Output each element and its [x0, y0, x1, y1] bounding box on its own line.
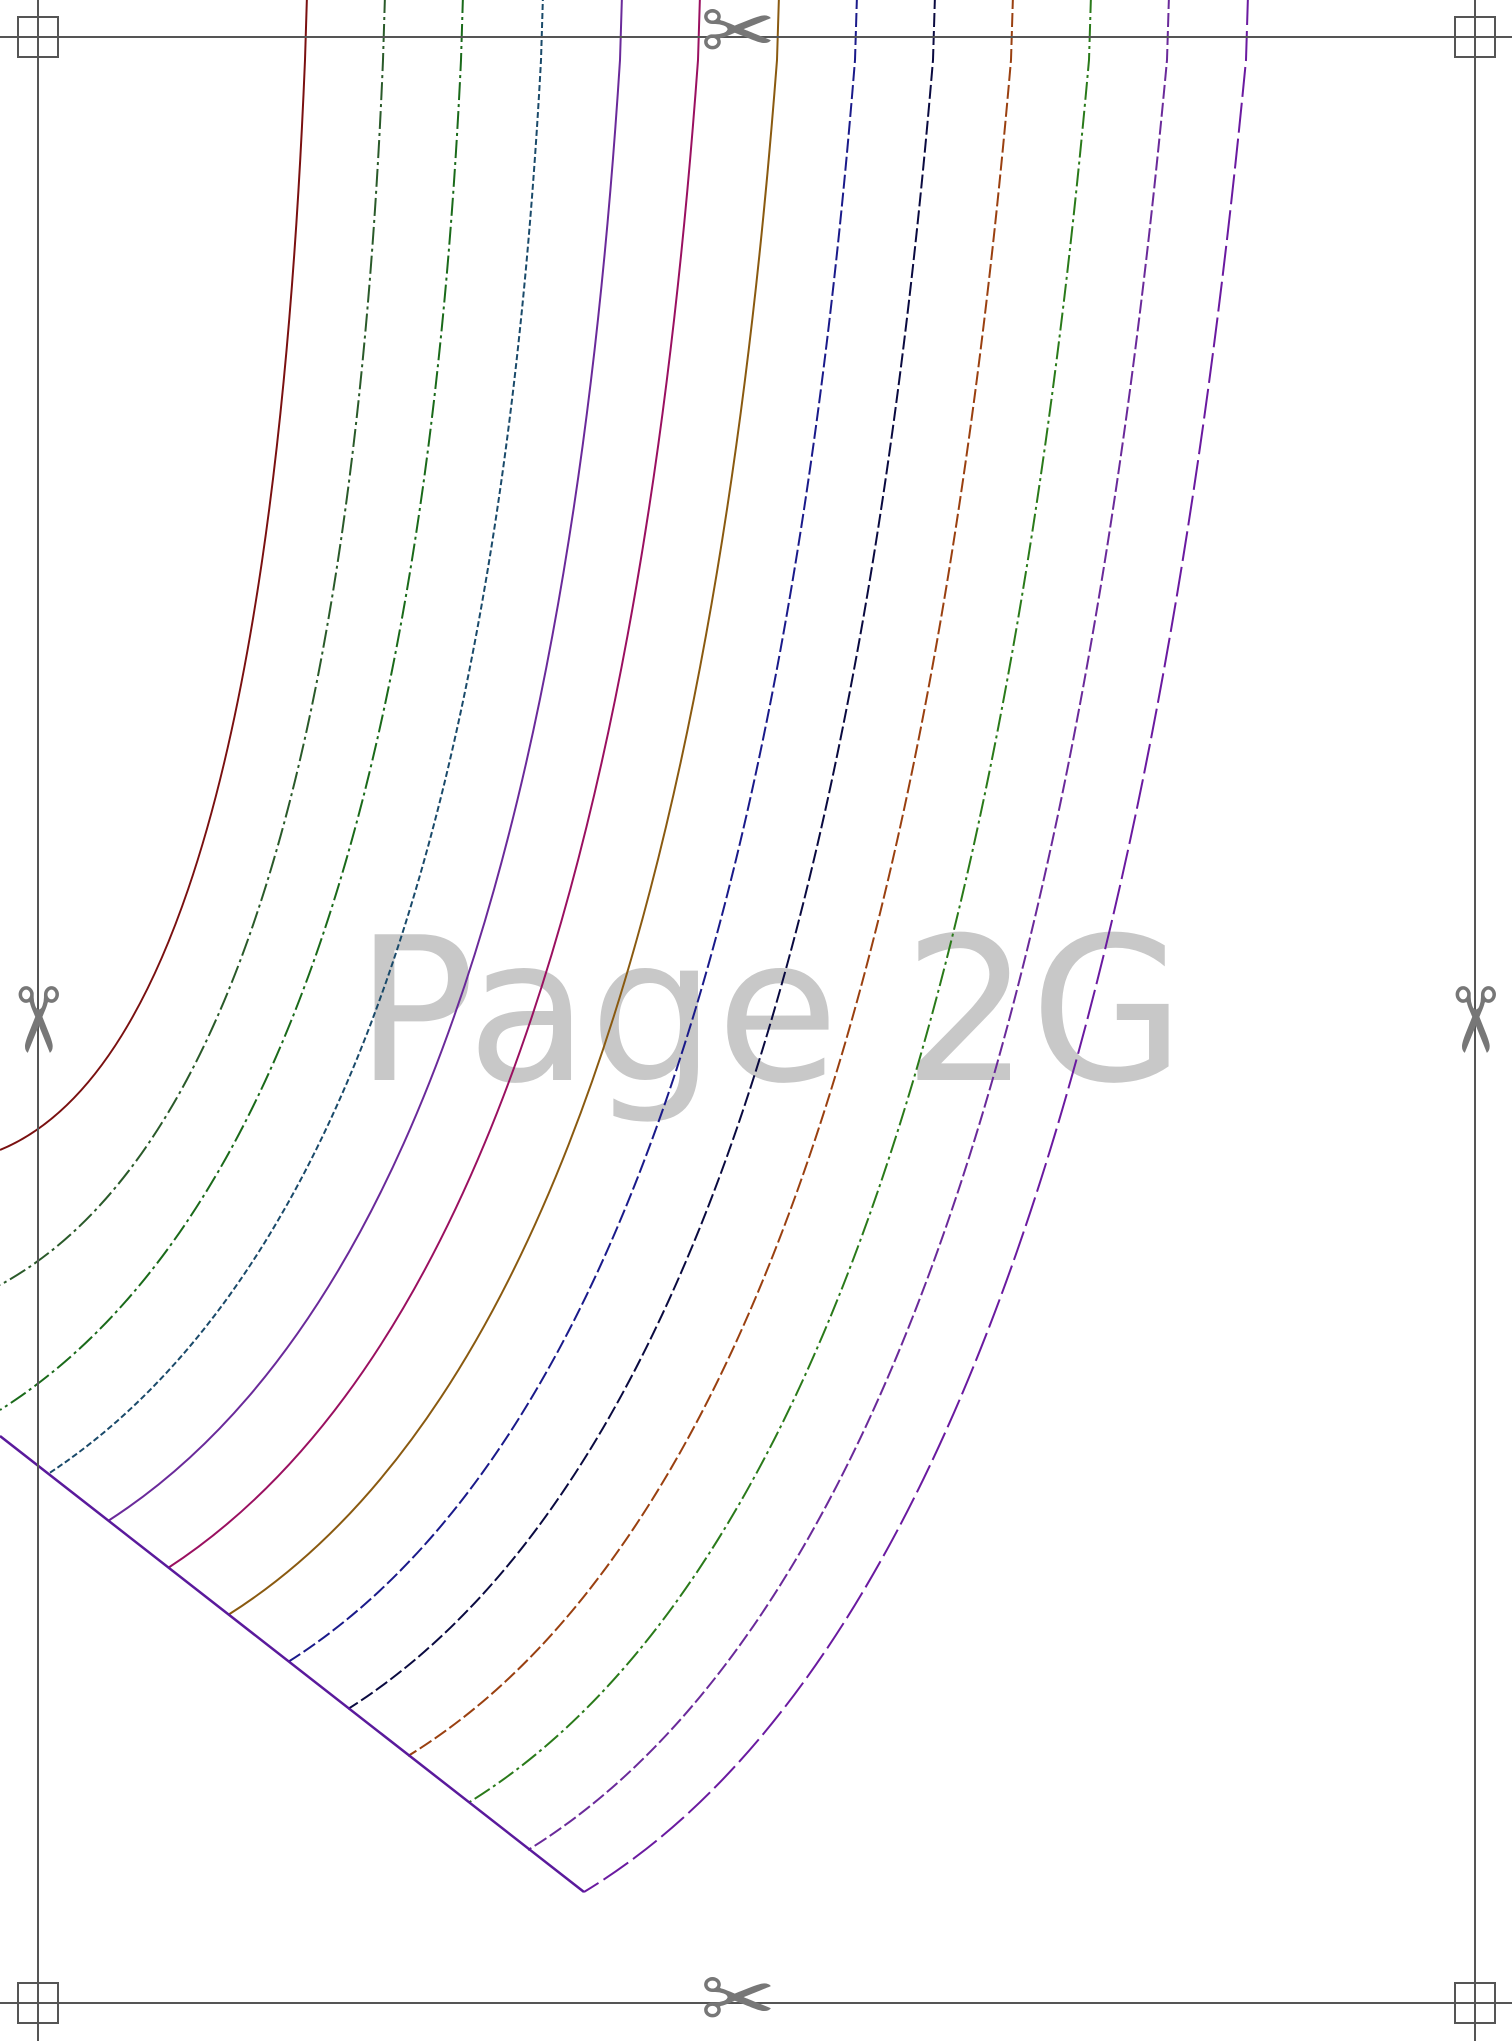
scissors-icon: ✂: [0, 982, 89, 1057]
registration-square-icon: [17, 16, 59, 58]
size-line: [167, 0, 701, 1569]
size-line: [0, 0, 308, 1151]
size-line: [107, 0, 623, 1522]
size-line: [0, 0, 464, 1411]
size-line: [0, 0, 386, 1286]
size-line: [407, 0, 1014, 1757]
size-line: [527, 0, 1170, 1851]
size-line: [583, 0, 1249, 1893]
hem-line: [0, 1435, 585, 1893]
scissors-icon: ✂: [700, 1947, 775, 2041]
size-line: [47, 0, 544, 1475]
registration-square-icon: [1454, 1982, 1496, 2024]
page-label-watermark: Page 2G: [355, 895, 1185, 1128]
scissors-icon: ✂: [700, 0, 775, 84]
size-lines-group: [0, 0, 1249, 1893]
size-line: [467, 0, 1092, 1804]
registration-square-icon: [17, 1982, 59, 2024]
corner-markers: [17, 16, 1496, 2024]
scissors-icon: ✂: [1421, 982, 1512, 1057]
size-line: [347, 0, 936, 1710]
size-line: [287, 0, 858, 1663]
registration-square-icon: [1454, 16, 1496, 58]
size-line: [227, 0, 780, 1616]
